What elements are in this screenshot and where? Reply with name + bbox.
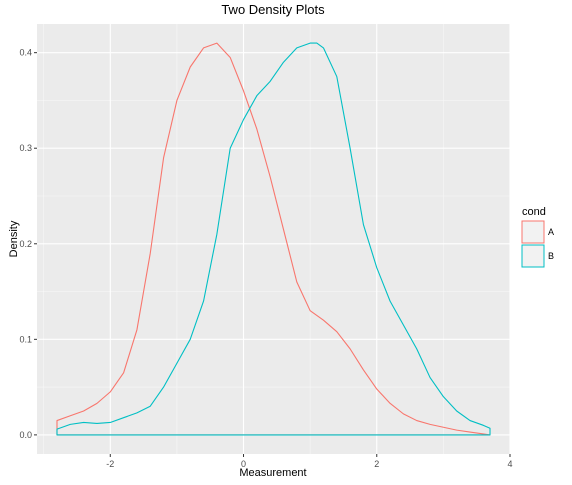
y-axis-title: Density — [8, 220, 20, 257]
x-axis: -2 0 2 4 — [106, 454, 512, 469]
y-tick-label: 0.1 — [19, 334, 32, 344]
y-tick-label: 0.3 — [19, 143, 32, 153]
y-tick-label: 0.4 — [19, 48, 32, 58]
chart-title: Two Density Plots — [221, 2, 325, 17]
x-tick-label: -2 — [106, 459, 114, 469]
legend-key-B — [522, 245, 544, 267]
y-tick-label: 0.0 — [19, 430, 32, 440]
legend-items: AB — [522, 221, 554, 267]
x-tick-label: 4 — [507, 459, 512, 469]
y-tick-label: 0.2 — [19, 239, 32, 249]
x-tick-label: 2 — [374, 459, 379, 469]
legend-label-B: B — [548, 251, 554, 261]
legend: cond AB — [522, 206, 554, 267]
legend-label-A: A — [548, 227, 554, 237]
x-axis-title: Measurement — [239, 467, 306, 479]
legend-title: cond — [522, 206, 546, 218]
legend-key-A — [522, 221, 544, 243]
y-axis: 0.0 0.1 0.2 0.3 0.4 — [19, 48, 37, 440]
